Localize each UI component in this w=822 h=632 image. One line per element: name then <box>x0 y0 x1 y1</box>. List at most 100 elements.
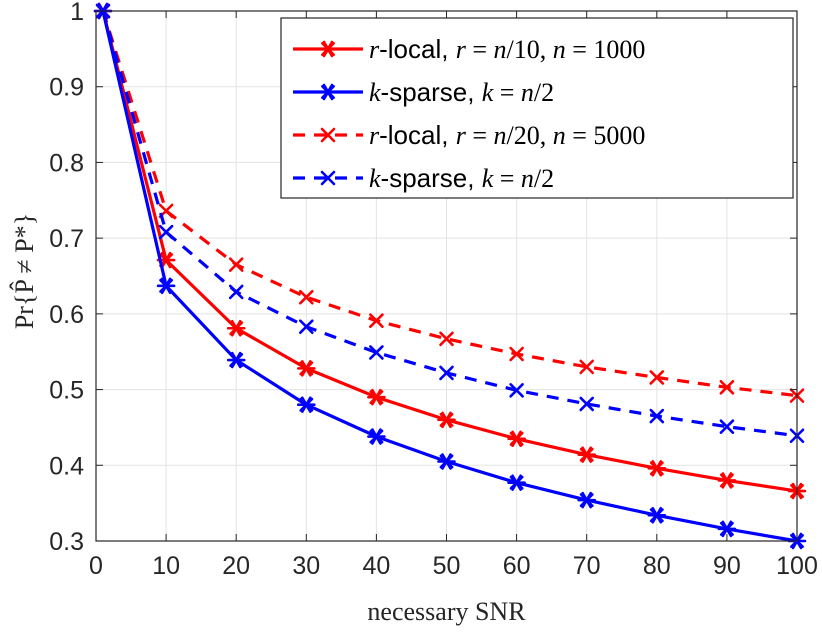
data-point <box>228 257 244 272</box>
marker-stroke <box>159 278 174 293</box>
marker-stroke <box>369 390 384 405</box>
y-tick-label: 1 <box>70 0 84 26</box>
data-point <box>717 520 737 538</box>
x-tick-label: 40 <box>362 552 390 580</box>
marker-stroke <box>158 224 174 240</box>
x-tick-label: 60 <box>503 552 531 580</box>
legend: r-local, r = n/10, n = 1000 k-sparse, k =… <box>280 17 794 199</box>
legend-marker <box>318 83 338 101</box>
data-point <box>226 319 246 337</box>
marker-stroke <box>719 473 734 488</box>
marker-stroke <box>509 475 524 490</box>
data-point <box>719 379 735 395</box>
marker-stroke <box>649 508 664 523</box>
marker-stroke <box>369 313 384 328</box>
x-tick-label: 90 <box>713 552 741 580</box>
marker-stroke <box>298 319 314 335</box>
marker-stroke <box>320 127 336 143</box>
data-point <box>507 430 526 448</box>
y-tick-label: 0.6 <box>49 301 84 329</box>
data-point <box>158 224 174 240</box>
legend-label: k-sparse, k = n/2 <box>369 163 554 193</box>
legend-entry: r-local, r = n/10, n = 1000 <box>293 34 645 64</box>
y-tick-label: 0.4 <box>49 452 84 480</box>
marker-stroke <box>321 85 335 99</box>
marker-stroke <box>509 383 524 398</box>
marker-stroke <box>321 42 335 56</box>
marker-stroke <box>649 408 665 424</box>
marker-stroke <box>509 431 524 446</box>
marker-stroke <box>719 419 735 434</box>
x-tick-label: 50 <box>433 552 461 580</box>
data-point <box>369 313 384 328</box>
data-point <box>298 319 314 335</box>
x-axis-label: necessary SNR <box>367 597 526 626</box>
data-point <box>369 345 384 360</box>
data-point <box>719 419 735 434</box>
data-point <box>717 472 737 489</box>
marker-stroke <box>579 396 595 412</box>
legend-label: r-local, r = n/20, n = 5000 <box>369 120 645 150</box>
data-point <box>509 346 524 362</box>
data-point <box>509 383 524 398</box>
x-tick-label: 100 <box>776 552 818 580</box>
data-point <box>298 289 314 305</box>
marker-stroke <box>719 379 735 395</box>
marker-stroke <box>719 521 734 536</box>
marker-stroke <box>439 412 454 427</box>
data-point <box>296 360 316 377</box>
marker-stroke <box>509 346 524 362</box>
data-point <box>579 396 595 412</box>
legend-entry: k-sparse, k = n/2 <box>293 77 554 107</box>
y-tick-label: 0.9 <box>49 74 84 102</box>
x-tick-label: 10 <box>152 552 180 580</box>
y-axis-label: Pr{P̂ ≠ P*} <box>10 213 39 329</box>
legend-marker <box>320 170 336 186</box>
x-tick-label: 30 <box>292 552 320 580</box>
legend-label: k-sparse, k = n/2 <box>369 77 554 107</box>
marker-stroke <box>439 331 454 347</box>
marker-stroke <box>369 345 384 360</box>
data-point <box>437 411 456 429</box>
data-point <box>647 460 667 477</box>
legend-marker <box>318 40 338 58</box>
legend-box <box>280 17 794 199</box>
marker-stroke <box>228 284 244 300</box>
y-tick-label: 0.8 <box>49 149 84 177</box>
marker-stroke <box>579 493 594 508</box>
legend-entry: k-sparse, k = n/2 <box>293 163 554 193</box>
data-point <box>439 331 454 347</box>
data-point <box>296 396 316 413</box>
marker-stroke <box>649 461 664 476</box>
marker-stroke <box>229 321 244 336</box>
legend-label: r-local, r = n/10, n = 1000 <box>369 34 645 64</box>
marker-stroke <box>229 353 244 367</box>
marker-stroke <box>299 397 314 412</box>
x-tick-label: 0 <box>89 552 103 580</box>
legend-entry: r-local, r = n/20, n = 5000 <box>293 120 645 150</box>
data-point <box>577 491 597 509</box>
data-point <box>649 408 665 424</box>
marker-stroke <box>439 365 454 381</box>
x-tick-label: 80 <box>643 552 671 580</box>
data-point <box>647 506 667 524</box>
marker-stroke <box>579 447 594 462</box>
legend-marker <box>320 127 336 143</box>
marker-stroke <box>579 359 595 375</box>
data-point <box>579 359 595 375</box>
data-point <box>437 453 456 470</box>
data-point <box>367 388 386 406</box>
series-3 <box>95 3 805 403</box>
marker-stroke <box>439 454 454 469</box>
data-point <box>226 351 246 369</box>
x-tick-label: 70 <box>573 552 601 580</box>
data-point <box>228 284 244 300</box>
marker-stroke <box>228 257 244 272</box>
y-tick-label: 0.5 <box>49 377 84 405</box>
marker-stroke <box>298 289 314 305</box>
marker-stroke <box>299 361 314 376</box>
marker-stroke <box>649 370 665 385</box>
series-line <box>101 10 798 398</box>
marker-stroke <box>369 429 384 444</box>
data-point <box>507 474 526 491</box>
